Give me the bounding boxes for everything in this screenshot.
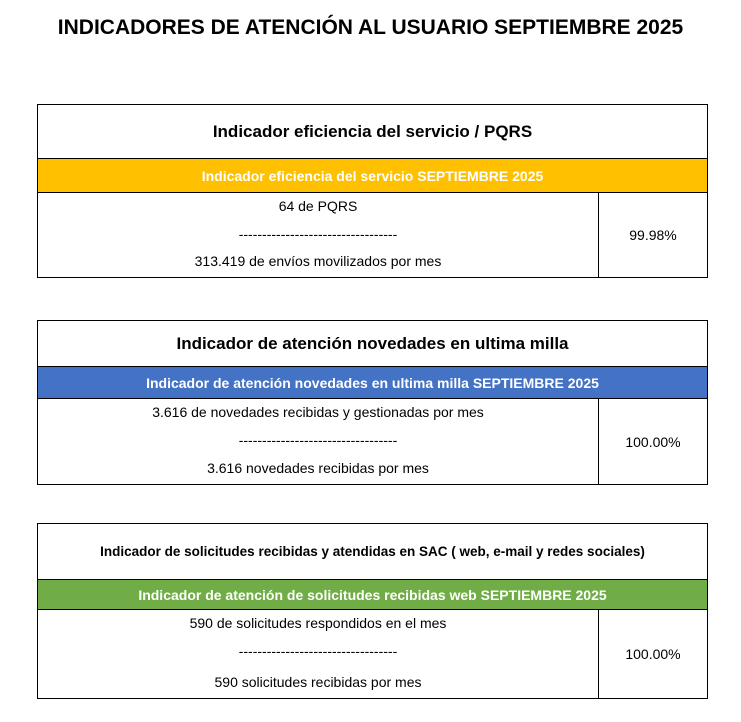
result-cell: 100.00% xyxy=(625,646,681,662)
table-title: Indicador eficiencia del servicio / PQRS xyxy=(38,105,707,159)
result-cell: 99.98% xyxy=(629,227,677,243)
table-subheader: Indicador de atención de solicitudes rec… xyxy=(38,580,707,610)
table-title: Indicador de solicitudes recibidas y ate… xyxy=(38,524,707,580)
table-body: 64 de PQRS ------------------------------… xyxy=(38,193,707,277)
result-cell: 100.00% xyxy=(625,433,681,450)
page-title: INDICADORES DE ATENCIÓN AL USUARIO SEPTI… xyxy=(57,16,684,39)
denominator: 3.616 novedades recibidas por mes xyxy=(207,460,429,476)
table-body: 590 de solicitudes respondidos en el mes… xyxy=(38,610,707,698)
table-subheader: Indicador eficiencia del servicio SEPTIE… xyxy=(38,159,707,193)
table-subheader: Indicador de atención novedades en ultim… xyxy=(38,367,707,399)
formula-cell: 590 de solicitudes respondidos en el mes… xyxy=(38,610,599,698)
numerator: 3.616 de novedades recibidas y gestionad… xyxy=(152,404,484,420)
indicator-table: Indicador de solicitudes recibidas y ate… xyxy=(37,523,708,699)
separator: ---------------------------------- xyxy=(238,432,398,448)
indicator-table: Indicador de atención novedades en ultim… xyxy=(37,320,708,485)
numerator: 64 de PQRS xyxy=(278,198,358,214)
separator: ---------------------------------- xyxy=(238,226,398,242)
table-body: 3.616 de novedades recibidas y gestionad… xyxy=(38,399,707,484)
formula-cell: 64 de PQRS ------------------------------… xyxy=(38,193,599,277)
indicator-table: Indicador eficiencia del servicio / PQRS… xyxy=(37,104,708,278)
formula-cell: 3.616 de novedades recibidas y gestionad… xyxy=(38,399,599,484)
numerator: 590 de solicitudes respondidos en el mes xyxy=(189,615,447,631)
denominator: 313.419 de envíos movilizados por mes xyxy=(194,253,442,269)
table-title: Indicador de atención novedades en ultim… xyxy=(38,321,707,367)
separator: ---------------------------------- xyxy=(238,643,398,659)
denominator: 590 solicitudes recibidas por mes xyxy=(214,674,422,690)
